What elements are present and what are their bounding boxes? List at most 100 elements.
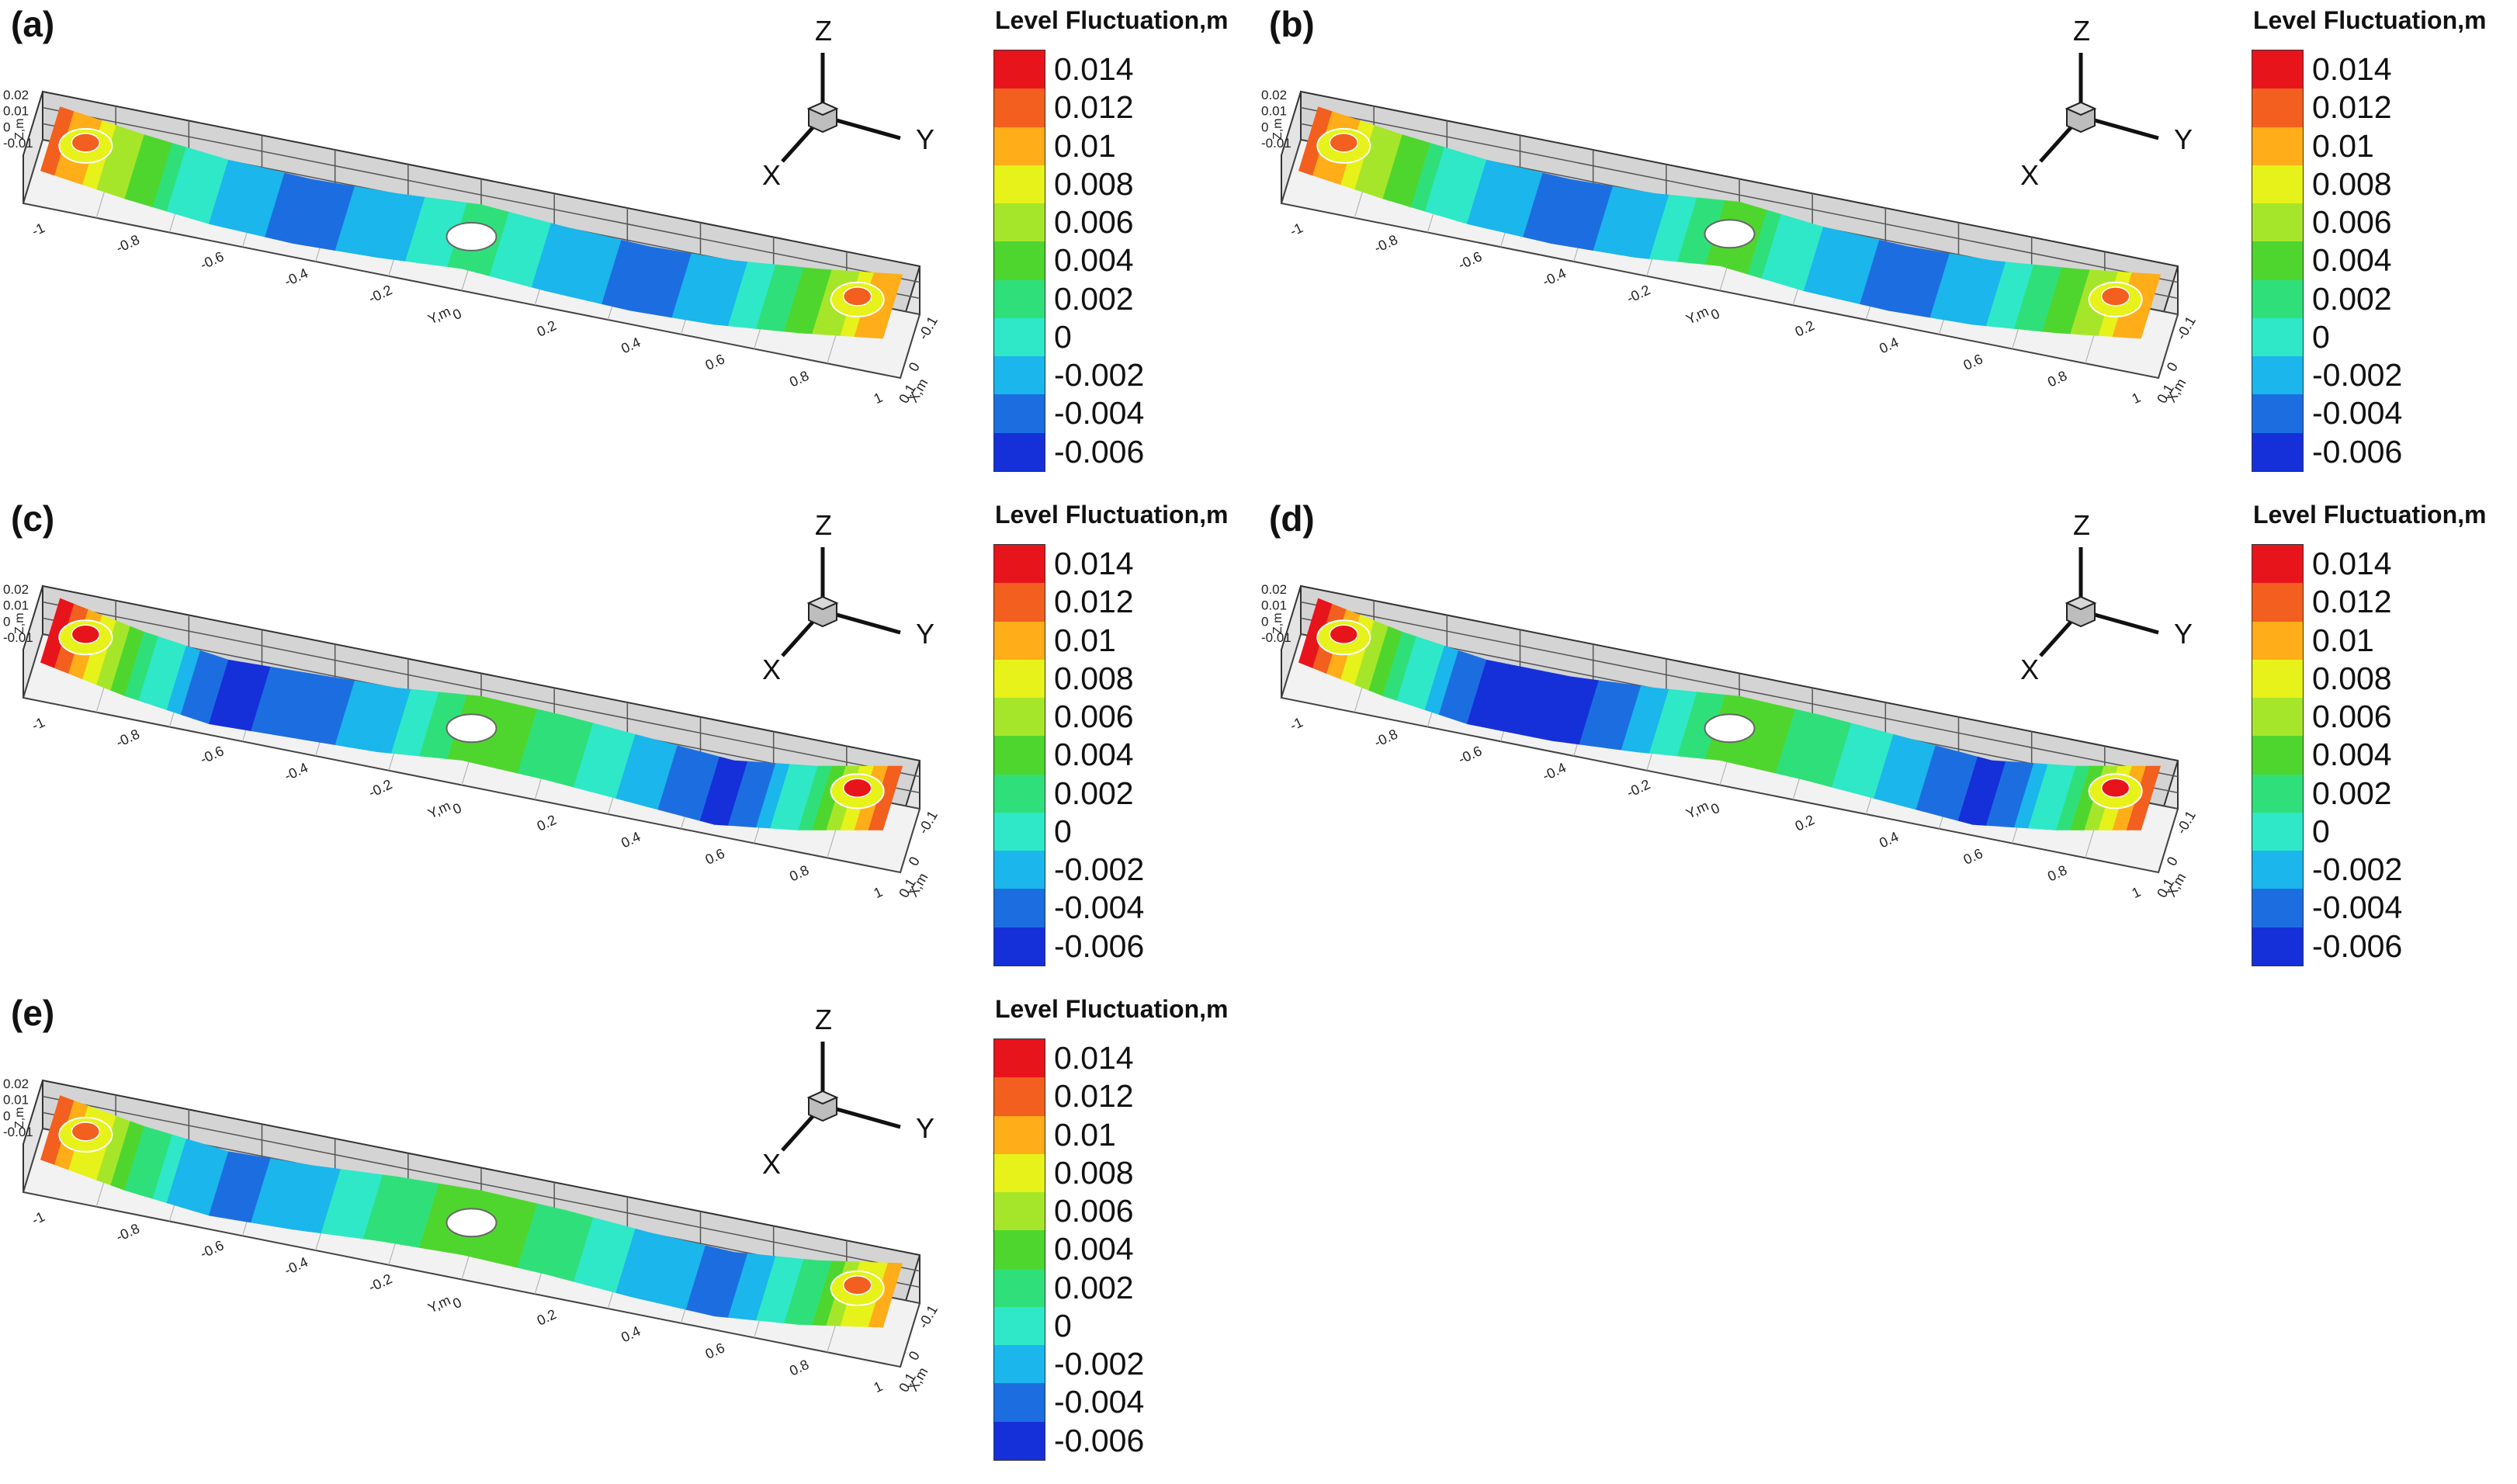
legend-swatch [994, 851, 1045, 889]
legend-tick-label: 0.006 [2312, 699, 2392, 735]
legend-title: Level Fluctuation,m [2253, 501, 2487, 529]
triad-z-label: Z [815, 509, 832, 541]
legend-swatch [2252, 698, 2303, 737]
y-tick-label: 0.4 [619, 1323, 643, 1346]
legend-swatch [994, 927, 1045, 966]
y-axis-label: Y,m [1683, 303, 1711, 328]
y-tick-label: 0.4 [1877, 829, 1901, 851]
legend-swatch [2252, 851, 2303, 889]
y-tick-label: -0.8 [113, 1220, 142, 1244]
y-tick-label: 0.4 [1877, 335, 1901, 357]
legend-swatch [2252, 356, 2303, 395]
y-tick-label: -1 [29, 1208, 47, 1228]
y-tick-label: 0.8 [787, 862, 811, 885]
legend-tick-label: 0.006 [1054, 204, 1134, 241]
legend-swatch [2252, 545, 2303, 584]
legend-tick-label: 0.008 [1054, 660, 1134, 696]
legend-tick-label: 0.014 [2312, 51, 2392, 87]
center-hole [446, 1208, 498, 1238]
z-tick-label: 0 [3, 1108, 10, 1123]
z-axis-label: Z,m [13, 612, 26, 634]
legend-title: Level Fluctuation,m [995, 501, 1229, 529]
legend-tick-label: -0.006 [2312, 928, 2403, 964]
y-tick-label: 0.4 [619, 335, 643, 357]
legend-swatch [994, 432, 1045, 472]
legend-swatch [2252, 927, 2303, 966]
y-tick-label: -0.8 [1371, 726, 1400, 750]
axis-triad: Z Y X [2020, 15, 2193, 191]
y-tick-label: 0.6 [1961, 351, 1985, 373]
y-tick-label: -1 [1288, 714, 1305, 733]
legend-tick-label: -0.006 [1054, 433, 1145, 470]
y-tick-label: 0.6 [1961, 845, 1985, 868]
legend-tick-label: 0.008 [1054, 1154, 1134, 1191]
y-tick-label: 0.2 [535, 1306, 559, 1329]
triad-cube-top [806, 101, 839, 116]
legend-swatch [994, 1306, 1045, 1346]
legend-swatch [2252, 88, 2303, 128]
legend-tick-label: 0.014 [2312, 546, 2392, 581]
y-tick-label: 1 [872, 390, 886, 407]
legend-tick-label: 0.01 [2312, 622, 2374, 658]
legend-swatch [2252, 279, 2303, 319]
y-tick-label: 0 [1708, 306, 1722, 323]
legend-tick-label: -0.002 [2312, 851, 2403, 888]
legend-swatch [994, 774, 1045, 813]
y-tick-label: -0.4 [1540, 760, 1569, 784]
z-tick-label: 0 [3, 614, 10, 629]
z-tick-label: 0.01 [1261, 104, 1287, 119]
y-tick-label: -0.4 [282, 760, 310, 784]
y-axis-label: Y,m [425, 1292, 452, 1316]
legend-swatch [2252, 50, 2303, 89]
triad-y-label: Y [916, 1112, 934, 1144]
panel-label: (c) [11, 498, 55, 539]
legend-tick-label: -0.006 [1054, 928, 1145, 964]
legend-swatch [2252, 317, 2303, 357]
z-axis-label: Z,m [1271, 612, 1285, 634]
legend-tick-label: 0.004 [2312, 737, 2392, 773]
y-tick-label: -0.6 [198, 1237, 227, 1261]
axis-triad: Z Y X [762, 509, 934, 685]
y-tick-label: -0.4 [282, 265, 310, 290]
legend-swatch [2252, 203, 2303, 242]
triad-x-label: X [762, 159, 781, 191]
legend-tick-label: 0.006 [1054, 1193, 1134, 1229]
y-tick-label: -0.8 [113, 726, 142, 750]
z-tick-label: 0.02 [1261, 582, 1287, 597]
axis-triad: Z Y X [2020, 509, 2193, 685]
legend-tick-label: -0.004 [2312, 395, 2403, 432]
legend-tick-label: 0.004 [1054, 737, 1134, 773]
legend-swatch [994, 50, 1045, 89]
legend-colorbar [2252, 50, 2304, 472]
y-tick-label: -0.4 [1540, 265, 1569, 290]
legend-tick-label: -0.004 [1054, 889, 1145, 926]
legend-swatch [2252, 432, 2303, 472]
legend-swatch [2252, 774, 2303, 813]
legend-tick-label: 0.002 [1054, 775, 1134, 811]
y-tick-label: -0.6 [1456, 248, 1485, 272]
z-axis-label: Z,m [13, 1107, 26, 1129]
legend-tick-label: 0.014 [1054, 1040, 1134, 1076]
legend-tick-label: 0.01 [1054, 1116, 1116, 1153]
triad-x-label: X [2020, 654, 2039, 685]
z-tick-label: 0.01 [1261, 598, 1287, 613]
triad-x-label: X [762, 1148, 781, 1180]
center-hole [446, 221, 498, 251]
legend-tick-label: 0.012 [1054, 1078, 1134, 1115]
legend-tick-label: -0.002 [1054, 1346, 1145, 1382]
legend-swatch [2252, 621, 2303, 661]
legend-tick-label: 0 [1054, 813, 1072, 849]
panel-label: (e) [11, 993, 55, 1033]
x-tick-label: 0 [906, 359, 923, 374]
y-tick-label: 0.8 [787, 1357, 811, 1379]
z-tick-label: 0 [3, 120, 10, 134]
legend-tick-label: 0.002 [1054, 280, 1134, 317]
legend-swatch [994, 1421, 1045, 1461]
triad-cube-top [2065, 101, 2097, 116]
legend-colorbar [993, 544, 1045, 966]
left-peak [71, 133, 101, 153]
right-peak [2100, 778, 2130, 799]
y-tick-label: 0.2 [535, 812, 559, 834]
legend-swatch [994, 698, 1045, 737]
x-tick-label: 0 [906, 854, 923, 869]
